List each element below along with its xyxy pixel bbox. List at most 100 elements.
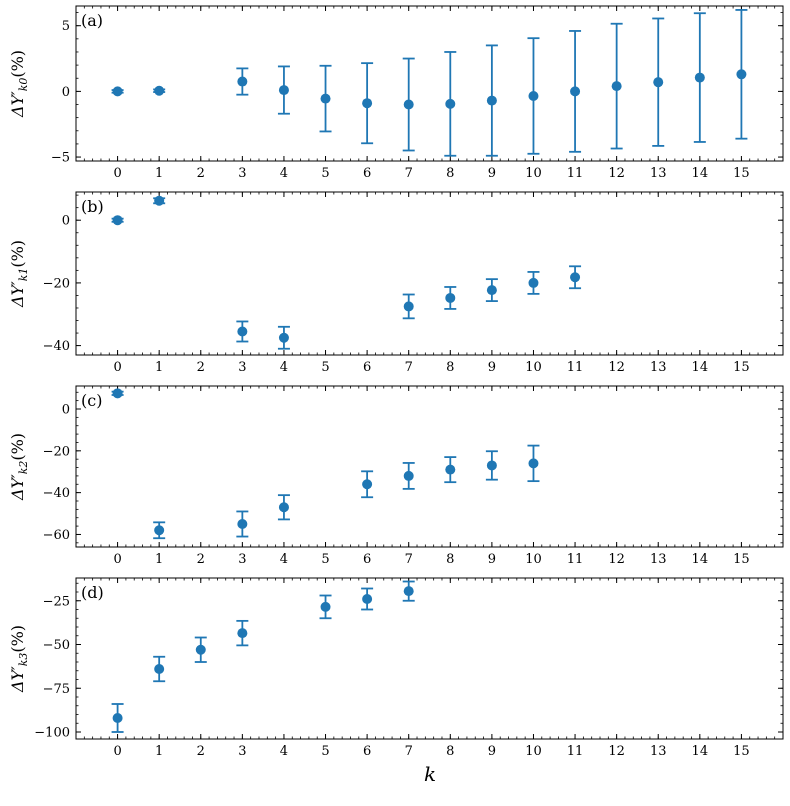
- y-axis-label: ΔY′k1(%): [8, 240, 30, 308]
- marker: [278, 502, 289, 513]
- marker: [486, 285, 497, 296]
- marker: [154, 85, 165, 96]
- marker: [611, 81, 622, 92]
- x-tick-label: 0: [113, 360, 121, 375]
- data-point: [111, 86, 124, 97]
- x-tick-label: 13: [650, 166, 667, 181]
- marker: [154, 525, 165, 536]
- x-tick-label: 11: [567, 744, 584, 759]
- axes-frame: [75, 5, 784, 162]
- marker: [653, 77, 664, 88]
- data-point: [402, 293, 415, 320]
- data-point: [236, 67, 249, 96]
- axes-frame: [75, 385, 784, 548]
- marker: [320, 93, 331, 104]
- data-point: [277, 494, 290, 521]
- data-point: [735, 9, 748, 140]
- marker: [570, 272, 581, 283]
- x-tick-label: 8: [446, 166, 454, 181]
- marker: [278, 332, 289, 343]
- y-axis-label: ΔY′k3(%): [8, 625, 30, 693]
- x-tick-label: 4: [280, 360, 288, 375]
- x-tick-label: 6: [363, 360, 371, 375]
- x-tick-label: 9: [488, 744, 496, 759]
- x-tick-label: 2: [197, 360, 205, 375]
- y-tick-label: −50: [43, 638, 70, 653]
- y-tick-label: −20: [43, 276, 70, 291]
- marker: [320, 601, 331, 612]
- x-tick-label: 3: [238, 744, 246, 759]
- y-tick-label: −40: [43, 339, 70, 354]
- x-tick-label: 5: [321, 166, 329, 181]
- x-tick-label: 1: [155, 552, 163, 567]
- x-tick-label: 15: [733, 360, 750, 375]
- data-point: [111, 215, 124, 226]
- marker: [528, 90, 539, 101]
- marker: [278, 85, 289, 96]
- data-point: [153, 85, 166, 96]
- marker: [403, 301, 414, 312]
- panel-label: (d): [81, 583, 104, 602]
- data-point: [153, 521, 166, 540]
- data-point: [236, 320, 249, 343]
- x-tick-label: 6: [363, 166, 371, 181]
- data-point: [361, 587, 374, 611]
- x-tick-label: 0: [113, 166, 121, 181]
- x-tick-label: 9: [488, 552, 496, 567]
- y-tick-label: 0: [62, 85, 70, 100]
- data-point: [444, 286, 457, 310]
- x-tick-label: 11: [567, 166, 584, 181]
- marker: [112, 388, 123, 399]
- data-point: [111, 703, 124, 733]
- data-point: [610, 22, 623, 150]
- data-point: [485, 44, 498, 157]
- marker: [237, 76, 248, 87]
- data-point: [444, 456, 457, 484]
- data-point: [485, 450, 498, 481]
- marker: [403, 99, 414, 110]
- marker: [528, 458, 539, 469]
- marker: [445, 464, 456, 475]
- marker: [237, 326, 248, 337]
- x-tick-label: 7: [405, 552, 413, 567]
- y-axis-label: ΔY′k0(%): [8, 50, 30, 118]
- data-point: [527, 444, 540, 483]
- x-tick-label: 8: [446, 552, 454, 567]
- marker: [403, 586, 414, 597]
- x-tick-label: 15: [733, 552, 750, 567]
- data-point: [319, 594, 332, 620]
- x-tick-label: 6: [363, 552, 371, 567]
- data-point: [402, 462, 415, 490]
- x-tick-label: 10: [525, 166, 542, 181]
- x-tick-label: 5: [321, 360, 329, 375]
- x-tick-label: 2: [197, 744, 205, 759]
- data-point: [361, 470, 374, 499]
- x-tick-label: 1: [155, 166, 163, 181]
- marker: [570, 86, 581, 97]
- x-tick-label: 13: [650, 744, 667, 759]
- x-tick-label: 11: [567, 552, 584, 567]
- panel-label: (b): [81, 197, 104, 216]
- x-tick-label: 8: [446, 360, 454, 375]
- x-tick-label: 9: [488, 166, 496, 181]
- x-tick-label: 14: [692, 166, 709, 181]
- data-point: [693, 12, 706, 143]
- marker: [237, 628, 248, 639]
- panel-label: (a): [81, 11, 103, 30]
- panel-b: 0 1 2 3 4 5 6 7 8 9 10 11 12 13 14 15−40−200(b)ΔY′k1(%): [8, 191, 784, 375]
- x-tick-label: 3: [238, 166, 246, 181]
- axes-frame: [75, 191, 784, 356]
- data-point: [652, 17, 665, 147]
- x-tick-label: 12: [608, 552, 625, 567]
- panel-d: 0 1 2 3 4 5 6 7 8 9 10 11 12 13 14 15−100−75−50−25 (d)ΔY…: [8, 577, 784, 759]
- y-tick-label: 0: [62, 403, 70, 418]
- marker: [528, 277, 539, 288]
- panel-c: 0 1 2 3 4 5 6 7 8 9 10 11 12 13 14 15−60−40−200 (c)ΔY′k2…: [8, 385, 784, 567]
- data-point: [277, 325, 290, 350]
- x-tick-label: 10: [525, 360, 542, 375]
- data-point: [527, 271, 540, 295]
- y-tick-label: −25: [43, 594, 70, 609]
- panel-a: 0 1 2 3 4 5 6 7 8 9 10 11 12 13 14 15−505 (a)ΔY′k0(%): [8, 5, 784, 181]
- data-point: [361, 62, 374, 145]
